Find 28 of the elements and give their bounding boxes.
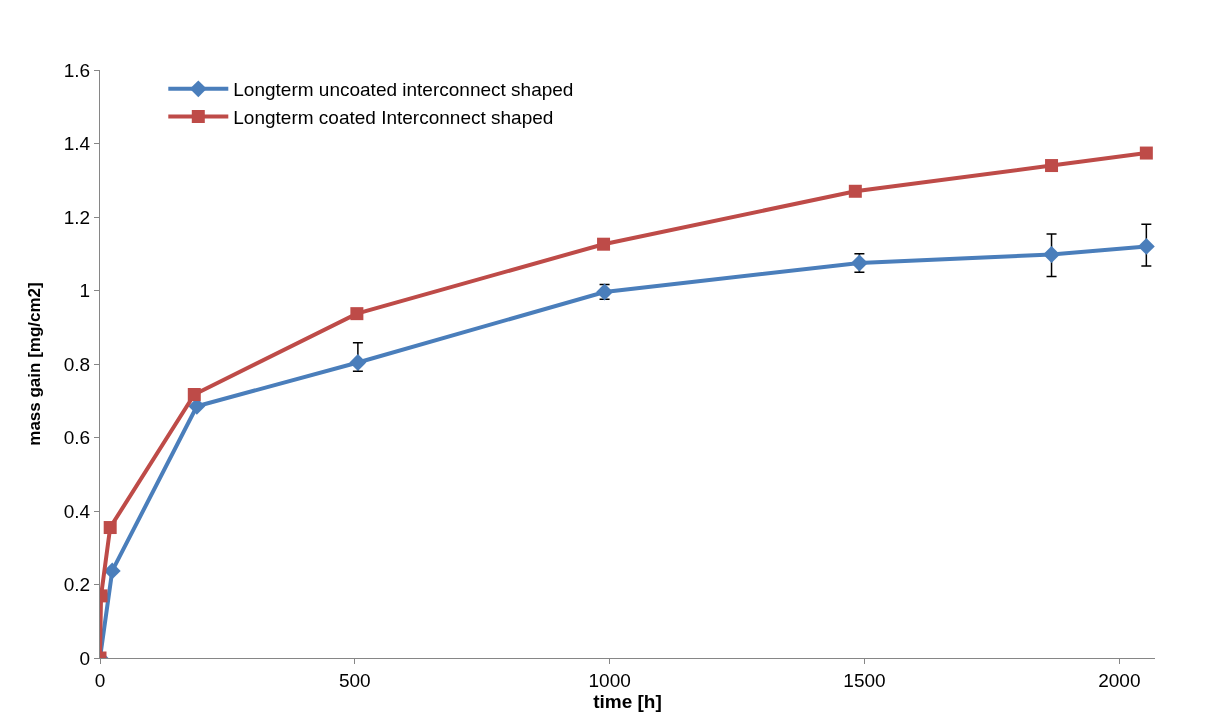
point <box>1137 237 1155 255</box>
y-tick-label: 1 <box>79 280 91 302</box>
x-tick-label: 2000 <box>1098 669 1141 691</box>
x-tick-label: 500 <box>338 669 371 691</box>
y-tick-label: 1.4 <box>63 133 91 155</box>
legend-label: Longterm coated Interconnect shaped <box>233 106 554 128</box>
x-tick-label: 1000 <box>588 669 631 691</box>
point <box>1043 246 1060 263</box>
y-tick-label: 0.4 <box>63 500 91 522</box>
point <box>597 237 611 251</box>
legend-label: Longterm uncoated interconnect shaped <box>233 79 574 101</box>
y-tick-label: 0.8 <box>63 353 91 375</box>
point <box>187 388 201 401</box>
y-tick-label: 1.2 <box>63 206 91 228</box>
y-axis-title: mass gain [mg/cm2] <box>25 282 45 446</box>
y-tick-label: 0.6 <box>63 427 91 449</box>
point <box>848 184 862 198</box>
point <box>350 307 364 321</box>
point <box>1045 159 1059 173</box>
x-axis-title: time [h] <box>593 690 662 712</box>
x-tick-label: 0 <box>94 669 106 691</box>
x-tick-label: 1500 <box>843 669 886 691</box>
y-tick-label: 1.6 <box>63 59 91 81</box>
point <box>1139 146 1153 160</box>
point <box>103 521 117 535</box>
y-tick-label: 0.2 <box>63 574 91 596</box>
point <box>349 354 367 371</box>
y-tick-label: 0 <box>79 647 91 669</box>
